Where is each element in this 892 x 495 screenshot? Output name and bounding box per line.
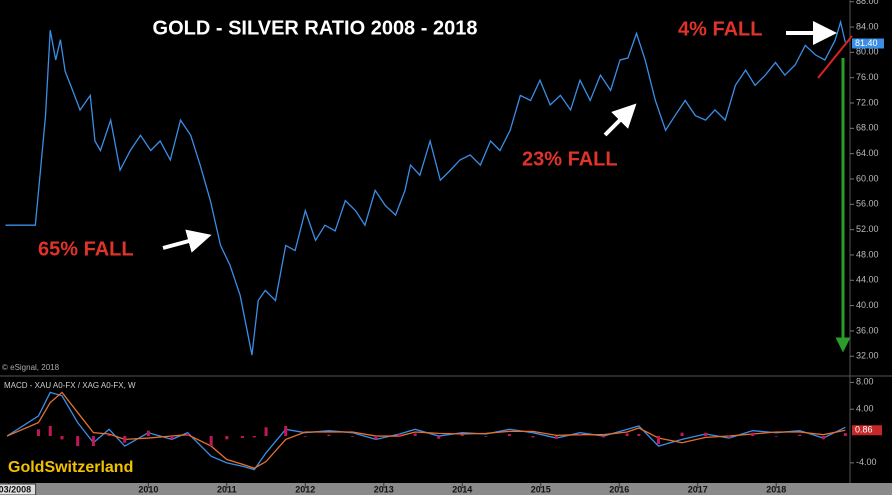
x-tick-label: 2017: [688, 484, 708, 494]
histogram-bar: [252, 436, 256, 438]
annotation: 4% FALL: [678, 18, 762, 40]
trend-line: [817, 35, 853, 79]
histogram-bar: [602, 436, 606, 438]
histogram-bar: [625, 433, 629, 437]
x-tick-label: 24/03/2008: [0, 484, 31, 494]
panel-title: MACD - XAU A0-FX / XAG A0-FX, W: [4, 381, 136, 390]
value-box: [852, 425, 882, 436]
y-tick-label: 44.00: [856, 275, 879, 285]
value-label: 81.40: [855, 38, 878, 48]
histogram-bar: [107, 434, 111, 437]
histogram-bar: [36, 429, 40, 437]
chart-title: GOLD - SILVER RATIO 2008 - 2018: [153, 17, 478, 39]
histogram-bar: [264, 427, 268, 437]
histogram-bar: [843, 433, 847, 437]
x-tick-label: 2015: [531, 484, 551, 494]
x-tick-label: 2011: [217, 484, 237, 494]
histogram-bar: [554, 436, 558, 439]
x-tick-label: 2014: [452, 484, 472, 494]
histogram-bar: [146, 430, 150, 437]
data-line: [6, 391, 846, 469]
histogram-bar: [460, 434, 464, 437]
histogram-bar: [637, 434, 641, 437]
histogram-bar: [209, 436, 213, 447]
histogram-bar: [484, 436, 488, 437]
y-tick-label: 68.00: [856, 123, 879, 133]
value-label: 0.86: [855, 425, 873, 435]
y-tick-label: 36.00: [856, 325, 879, 335]
date-box: [0, 483, 37, 495]
y-tick-label: 88.00: [856, 0, 879, 6]
histogram-bar: [397, 434, 401, 437]
x-tick-label: 2012: [295, 484, 315, 494]
y-tick-label: 76.00: [856, 72, 879, 82]
x-axis-strip: [0, 483, 892, 495]
x-tick-label: 2016: [609, 484, 629, 494]
histogram-bar: [303, 436, 307, 437]
data-line: [6, 391, 846, 471]
annotation: 23% FALL: [522, 148, 618, 170]
histogram-bar: [284, 425, 288, 437]
histogram-bar: [727, 436, 731, 439]
x-tick-label: 2010: [138, 484, 158, 494]
y-tick-label: 72.00: [856, 97, 879, 107]
histogram-bar: [123, 436, 127, 443]
histogram-bar: [774, 436, 778, 437]
histogram-bar: [578, 434, 582, 437]
histogram-bar: [350, 436, 354, 437]
y-tick-label: 4.00: [856, 404, 874, 414]
x-tick-label: 2018: [766, 484, 786, 494]
histogram-bar: [507, 434, 511, 437]
histogram-bar: [186, 434, 190, 437]
histogram-bar: [241, 436, 245, 439]
y-tick-label: 40.00: [856, 300, 879, 310]
y-tick-label: 32.00: [856, 351, 879, 361]
histogram-bar: [91, 436, 95, 447]
x-tick-label: 2013: [374, 484, 394, 494]
histogram-bar: [76, 436, 80, 447]
y-tick-label: 84.00: [856, 21, 879, 31]
value-box: [852, 38, 884, 49]
source: © eSignal, 2018: [2, 363, 60, 372]
histogram-bar: [680, 432, 684, 437]
y-tick-label: 80.00: [856, 47, 879, 57]
data-line: [5, 19, 846, 356]
y-tick-label: 64.00: [856, 148, 879, 158]
y-tick-label: 48.00: [856, 249, 879, 259]
histogram-bar: [704, 432, 708, 437]
brand: GoldSwitzerland: [8, 459, 133, 476]
y-tick-label: 8.00: [856, 377, 874, 387]
histogram-bar: [413, 433, 417, 437]
histogram-bar: [656, 436, 660, 445]
y-tick-label: 52.00: [856, 224, 879, 234]
histogram-bar: [170, 436, 174, 440]
annotation: 65% FALL: [38, 238, 134, 260]
arrow: [603, 103, 637, 137]
histogram-bar: [48, 425, 52, 437]
histogram-bar: [327, 434, 331, 437]
histogram-bar: [225, 436, 229, 440]
histogram-bar: [531, 436, 535, 438]
histogram-bar: [821, 436, 825, 440]
y-tick-label: 56.00: [856, 199, 879, 209]
histogram-bar: [798, 434, 802, 437]
histogram-bar: [751, 432, 755, 437]
y-tick-label: -4.00: [856, 457, 877, 467]
histogram-bar: [60, 436, 64, 440]
arrow: [162, 229, 212, 253]
y-tick-label: 60.00: [856, 173, 879, 183]
histogram-bar: [437, 436, 441, 439]
histogram-bar: [374, 436, 378, 440]
